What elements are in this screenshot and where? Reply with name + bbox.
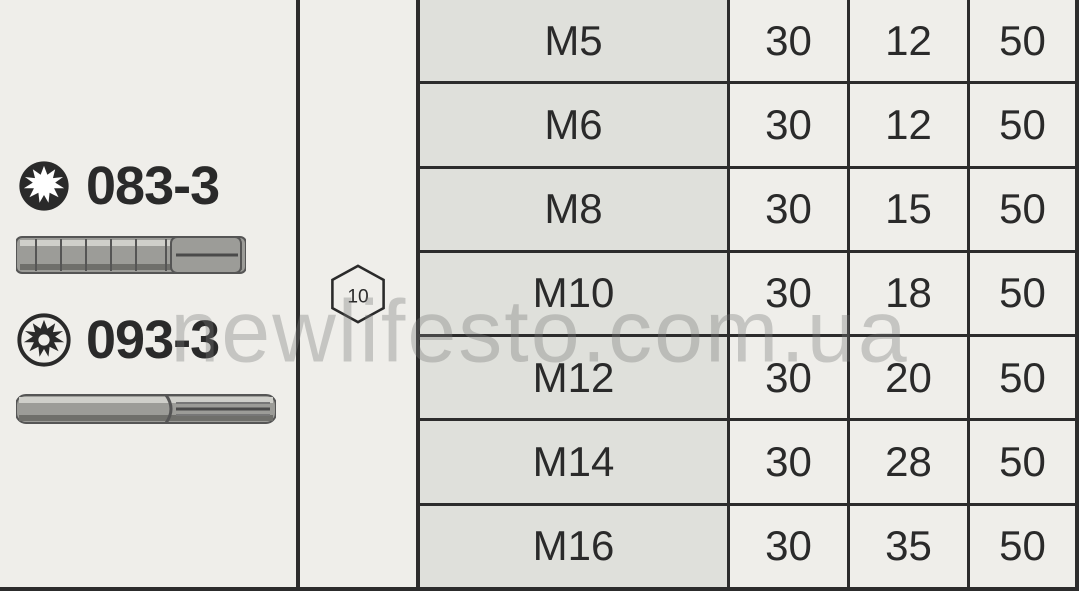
spline-solid-icon: [16, 158, 72, 214]
table-row: M8 30 15 50: [420, 169, 1075, 253]
model-083-3: 083-3: [16, 155, 280, 279]
cell-col3: 50: [970, 506, 1075, 587]
drive-size-column: 10: [300, 0, 420, 587]
cell-col2: 12: [850, 84, 970, 165]
cell-size: M5: [420, 0, 730, 81]
cell-col1: 30: [730, 84, 850, 165]
cell-size: M10: [420, 253, 730, 334]
cell-col2: 15: [850, 169, 970, 250]
cell-col3: 50: [970, 421, 1075, 502]
cell-size: M12: [420, 337, 730, 418]
data-grid: M5 30 12 50 M6 30 12 50 M8 30 15 50 M10 …: [420, 0, 1075, 587]
spline-outline-icon: [16, 312, 72, 368]
cell-size: M16: [420, 506, 730, 587]
cell-col3: 50: [970, 169, 1075, 250]
cell-col2: 18: [850, 253, 970, 334]
cell-size: M6: [420, 84, 730, 165]
table-row: M12 30 20 50: [420, 337, 1075, 421]
table-row: M14 30 28 50: [420, 421, 1075, 505]
model-093-3: 093-3: [16, 309, 280, 433]
hex-drive-icon: 10: [326, 262, 390, 326]
cell-col3: 50: [970, 253, 1075, 334]
cell-col2: 28: [850, 421, 970, 502]
model-row: 083-3: [16, 155, 280, 217]
model-code: 093-3: [86, 309, 219, 371]
product-column: 083-3: [0, 0, 300, 587]
table-row: M10 30 18 50: [420, 253, 1075, 337]
cell-col2: 12: [850, 0, 970, 81]
hex-drive-value: 10: [347, 286, 368, 307]
cell-size: M8: [420, 169, 730, 250]
table-row: M5 30 12 50: [420, 0, 1075, 84]
table-row: M16 30 35 50: [420, 506, 1075, 587]
cell-col1: 30: [730, 0, 850, 81]
cell-size: M14: [420, 421, 730, 502]
bit-image-short: [16, 231, 246, 279]
model-row: 093-3: [16, 309, 280, 371]
cell-col1: 30: [730, 337, 850, 418]
bit-image-long: [16, 385, 276, 433]
cell-col1: 30: [730, 169, 850, 250]
cell-col1: 30: [730, 506, 850, 587]
spec-table: 083-3: [0, 0, 1079, 591]
cell-col1: 30: [730, 253, 850, 334]
cell-col2: 20: [850, 337, 970, 418]
model-code: 083-3: [86, 155, 219, 217]
cell-col3: 50: [970, 84, 1075, 165]
cell-col3: 50: [970, 337, 1075, 418]
cell-col1: 30: [730, 421, 850, 502]
cell-col2: 35: [850, 506, 970, 587]
table-row: M6 30 12 50: [420, 84, 1075, 168]
cell-col3: 50: [970, 0, 1075, 81]
